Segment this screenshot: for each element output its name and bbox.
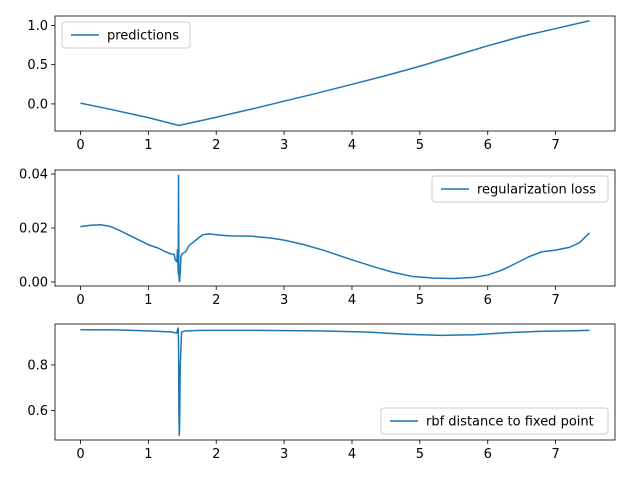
y-tick-label: 0.6 bbox=[27, 404, 48, 419]
x-tick-label: 5 bbox=[416, 138, 424, 153]
y-tick-label: 0.8 bbox=[27, 358, 48, 373]
x-tick-label: 4 bbox=[348, 293, 356, 308]
x-tick-label: 0 bbox=[76, 138, 84, 153]
x-tick-label: 7 bbox=[551, 293, 559, 308]
x-tick-label: 3 bbox=[280, 138, 288, 153]
x-tick-label: 4 bbox=[348, 138, 356, 153]
x-tick-label: 0 bbox=[76, 293, 84, 308]
legend-box bbox=[380, 407, 609, 435]
legend-label: regularization loss bbox=[477, 183, 596, 198]
legend-box bbox=[61, 21, 191, 49]
y-tick-label: 0.5 bbox=[27, 58, 48, 73]
legend-label: rbf distance to fixed point bbox=[426, 415, 594, 430]
x-tick-label: 3 bbox=[280, 447, 288, 462]
x-tick-label: 2 bbox=[212, 447, 220, 462]
legend-top: predictions bbox=[61, 21, 191, 49]
x-tick-label: 6 bbox=[484, 447, 492, 462]
legend-bottom: rbf distance to fixed point bbox=[380, 407, 609, 435]
legend-middle: regularization loss bbox=[431, 175, 609, 203]
x-tick-label: 5 bbox=[416, 447, 424, 462]
x-tick-label: 1 bbox=[144, 138, 152, 153]
x-tick-label: 3 bbox=[280, 293, 288, 308]
x-tick-label: 0 bbox=[76, 447, 84, 462]
series-line-bottom bbox=[80, 327, 590, 437]
x-tick-label: 6 bbox=[484, 138, 492, 153]
subplots: 0 1 2 3 4 5 6 7 0.0 0.5 1.0 predictions 0 1 2 3 4 5 6 7 0.00… bbox=[19, 15, 616, 462]
y-tick-label: 1.0 bbox=[27, 19, 48, 34]
legend-label: predictions bbox=[107, 29, 179, 44]
subplot-middle: 0 1 2 3 4 5 6 7 0.00 0.02 0.04 regularization loss bbox=[19, 168, 616, 308]
y-tick-label: 0.04 bbox=[19, 168, 48, 183]
x-tick-label: 1 bbox=[144, 447, 152, 462]
axes-frame bbox=[54, 15, 616, 132]
y-tick-label: 0.02 bbox=[19, 222, 48, 237]
x-tick-label: 7 bbox=[551, 447, 559, 462]
x-tick-label: 7 bbox=[551, 138, 559, 153]
subplot-top: 0 1 2 3 4 5 6 7 0.0 0.5 1.0 predictions bbox=[27, 15, 616, 153]
x-tick-label: 1 bbox=[144, 293, 152, 308]
legend-box bbox=[431, 175, 609, 203]
y-tick-label: 0.0 bbox=[27, 97, 48, 112]
x-tick-label: 2 bbox=[212, 293, 220, 308]
x-tick-label: 6 bbox=[484, 293, 492, 308]
x-tick-label: 5 bbox=[416, 293, 424, 308]
axes-frame bbox=[54, 323, 616, 441]
series-line-top bbox=[80, 19, 590, 127]
subplot-bottom: 0 1 2 3 4 5 6 7 0.6 0.8 rbf distance to fixed poin… bbox=[27, 323, 616, 462]
x-tick-label: 4 bbox=[348, 447, 356, 462]
x-tick-label: 2 bbox=[212, 138, 220, 153]
y-tick-label: 0.00 bbox=[19, 275, 48, 290]
series-line-middle bbox=[80, 174, 591, 283]
